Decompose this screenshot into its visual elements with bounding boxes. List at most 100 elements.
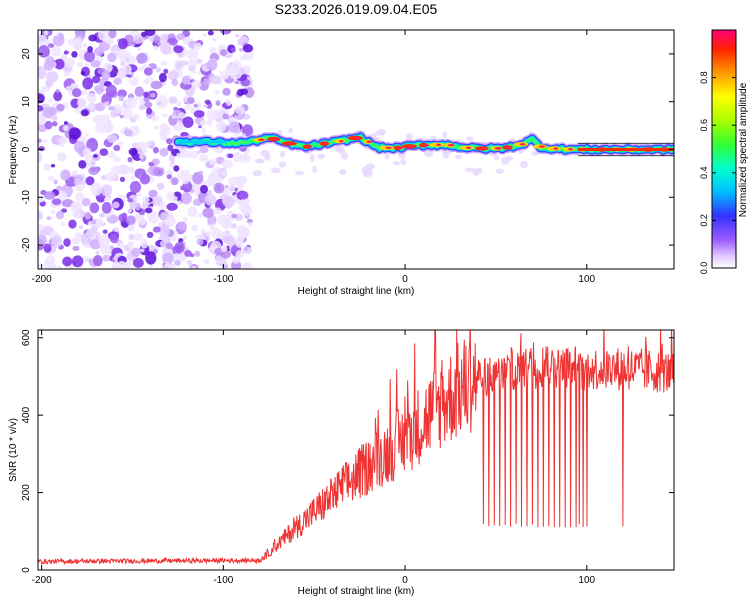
noise-blob (405, 133, 413, 142)
noise-blob (174, 242, 185, 253)
noise-blob (38, 104, 44, 112)
noise-blob (152, 226, 161, 233)
track-peak-core (324, 142, 329, 145)
noise-blob (118, 213, 127, 222)
noise-blob (125, 97, 138, 109)
noise-blob (148, 161, 155, 167)
noise-blob (56, 185, 62, 191)
noise-blob (65, 85, 72, 92)
noise-blob (215, 101, 221, 106)
noise-blob (194, 250, 201, 257)
noise-blob (117, 89, 127, 98)
track-peak-core (519, 143, 526, 146)
noise-blob (187, 59, 199, 67)
noise-blob (74, 141, 86, 154)
x-tick-label-snr: -100 (213, 575, 233, 586)
noise-blob (102, 229, 108, 234)
noise-blob (144, 30, 156, 37)
noise-blob (127, 198, 134, 203)
noise-blob (38, 153, 43, 162)
noise-blob (170, 159, 175, 165)
spectrogram-heatmap (38, 30, 674, 269)
snr-frame (37, 329, 675, 571)
noise-blob (86, 103, 94, 110)
noise-blob (132, 233, 143, 241)
y-tick-label-snr: 0 (21, 567, 32, 573)
noise-blob (50, 210, 56, 215)
noise-blob (209, 75, 221, 85)
noise-blob (158, 72, 167, 83)
x-tick-label-snr: 100 (578, 575, 595, 586)
noise-blob (202, 207, 215, 218)
noise-blob (377, 128, 387, 136)
noise-blob (73, 178, 82, 186)
noise-blob (202, 33, 207, 37)
noise-blob (193, 104, 199, 108)
noise-blob (91, 75, 101, 84)
noise-blob (138, 217, 146, 226)
noise-blob (242, 262, 253, 269)
noise-blob (181, 177, 190, 185)
noise-blob (243, 246, 249, 252)
noise-blob (207, 30, 214, 36)
noise-blob (149, 92, 156, 98)
noise-blob (113, 77, 122, 85)
noise-blob (136, 47, 142, 51)
noise-blob (150, 195, 163, 206)
noise-blob (493, 155, 500, 161)
noise-blob (240, 55, 247, 61)
noise-blob (93, 154, 98, 158)
noise-blob (198, 212, 204, 218)
noise-blob (176, 200, 182, 205)
noise-blob (107, 151, 116, 159)
noise-blob (164, 215, 176, 227)
noise-blob (100, 102, 106, 107)
noise-blob (106, 134, 118, 143)
noise-blob (105, 101, 110, 106)
noise-blob (219, 107, 226, 114)
noise-blob (241, 133, 247, 137)
noise-blob (131, 247, 141, 257)
colorbar-ticks: 0.0 0.2 0.4 0.6 0.8 (699, 71, 736, 274)
noise-blob (392, 161, 401, 166)
noise-blob (135, 141, 148, 156)
noise-blob (400, 158, 406, 166)
noise-blob (38, 142, 41, 147)
x-tick-label-snr: -200 (32, 575, 52, 586)
noise-blob (183, 150, 192, 159)
noise-blob (112, 156, 121, 162)
y-tick-label-snr: 200 (21, 484, 32, 501)
noise-blob (223, 229, 231, 237)
noise-blob (195, 234, 200, 239)
noise-blob (219, 30, 232, 35)
noise-blob (442, 131, 448, 139)
noise-blob (146, 107, 153, 115)
noise-blob (38, 93, 45, 104)
noise-blob (465, 136, 474, 141)
noise-blob (229, 185, 236, 192)
track-peak-core (339, 139, 344, 143)
noise-blob (223, 235, 236, 246)
noise-blob (216, 230, 226, 240)
noise-blob (57, 32, 64, 40)
noise-blob (247, 222, 253, 227)
y-tick-label-snr: 600 (21, 329, 32, 346)
noise-blob (124, 129, 133, 137)
noise-blob (206, 59, 218, 71)
noise-blob (132, 257, 144, 268)
noise-blob (197, 170, 204, 175)
noise-blob (520, 160, 528, 169)
noise-blob (55, 88, 60, 93)
track-peak-core (480, 147, 488, 150)
snr-ylabel: SNR (10 * v/v) (8, 418, 19, 482)
noise-blob (53, 179, 58, 185)
noise-blob (222, 87, 231, 96)
noise-blob (163, 68, 169, 74)
noise-blob (84, 50, 96, 63)
noise-blob (219, 49, 228, 57)
noise-blob (180, 192, 192, 205)
noise-blob (239, 191, 249, 200)
noise-blob (254, 158, 264, 164)
noise-blob (270, 167, 281, 174)
noise-blob (203, 104, 208, 108)
